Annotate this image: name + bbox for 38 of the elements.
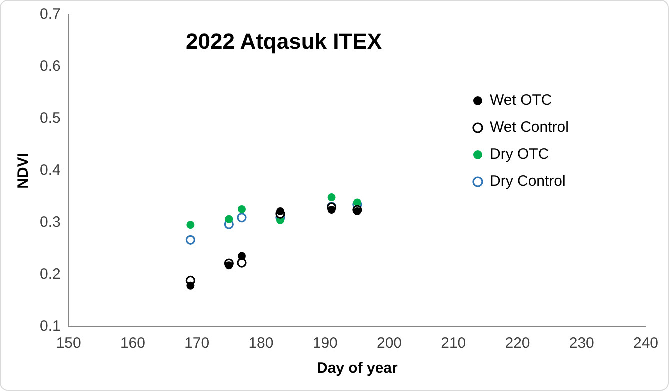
legend-label: Dry Control <box>490 173 566 190</box>
point <box>186 235 196 245</box>
y-tick-label: 0.3 <box>40 214 61 232</box>
point <box>225 215 234 224</box>
point <box>237 213 247 223</box>
text: 2022 Atqasuk ITEX <box>186 29 382 54</box>
legend-label: Wet OTC <box>490 92 552 110</box>
point <box>238 205 246 214</box>
y-tick-label: 0.6 <box>40 58 61 76</box>
x-tick-label: 200 <box>376 335 402 352</box>
x-tick-label: 190 <box>312 335 338 352</box>
y-tick-label: 0.2 <box>40 266 61 284</box>
point <box>186 282 195 290</box>
y-tick-label: 0.4 <box>40 162 61 180</box>
x-tick-label: 180 <box>248 335 274 352</box>
x-tick-label: 210 <box>441 335 466 352</box>
point <box>276 208 284 216</box>
legend-label: Dry OTC <box>490 146 550 164</box>
x-tick-label: 160 <box>120 335 146 352</box>
x-axis-title: Day of year <box>316 360 398 378</box>
x-tick-label: 240 <box>633 335 659 352</box>
point <box>237 258 247 268</box>
x-tick-label: 220 <box>505 335 530 352</box>
x-tick-label: 230 <box>569 335 594 352</box>
x-tick-label: 170 <box>184 335 210 352</box>
legend-label: Wet Control <box>490 119 569 136</box>
point <box>328 206 336 214</box>
point <box>353 198 362 207</box>
point <box>186 221 195 230</box>
y-tick-label: 0.5 <box>40 110 61 128</box>
point <box>353 208 362 216</box>
point <box>225 262 234 270</box>
x-tick-label: 150 <box>56 335 82 352</box>
y-tick-label: 0.1 <box>40 318 61 336</box>
y-axis-title: NDVI <box>15 153 32 189</box>
point <box>238 252 246 260</box>
y-tick-label: 0.7 <box>40 6 61 24</box>
point <box>328 194 336 202</box>
